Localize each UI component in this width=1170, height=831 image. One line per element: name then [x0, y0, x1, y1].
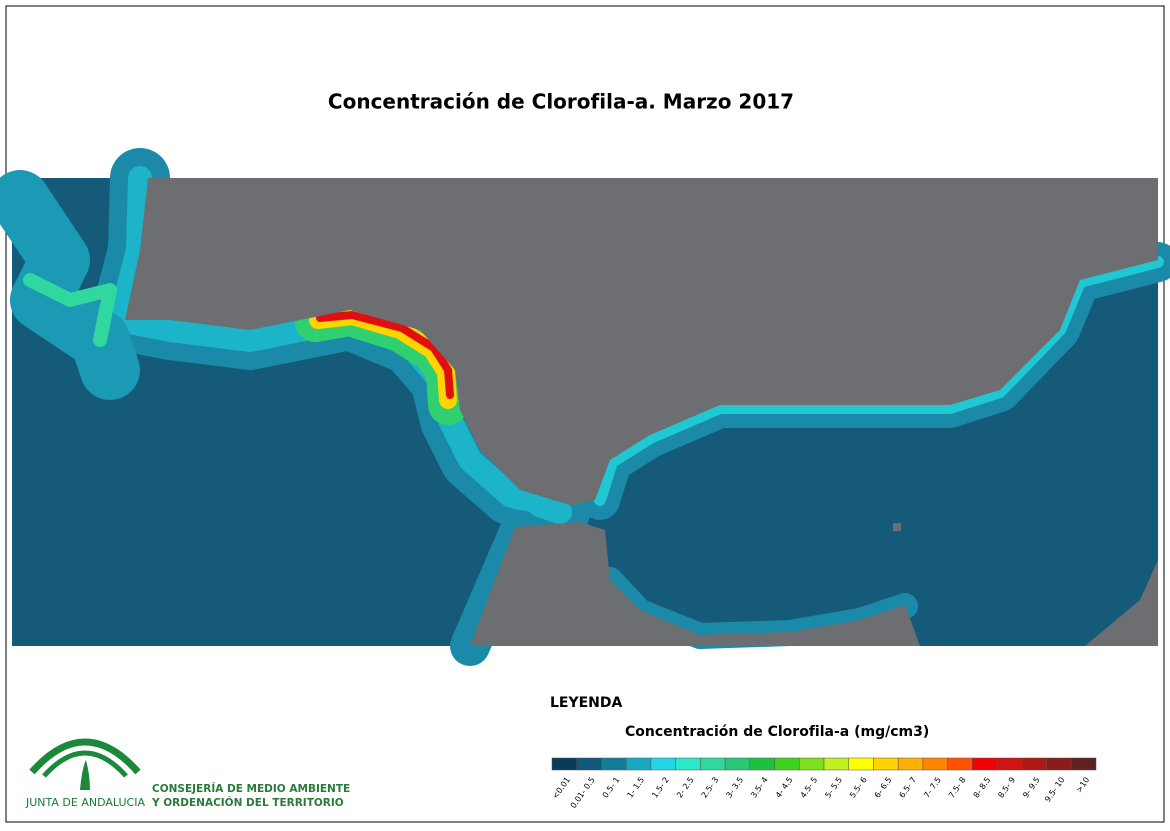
logo-arc: [42, 750, 128, 778]
legend-swatch: [1046, 757, 1072, 771]
legend-title: Concentración de Clorofila-a (mg/cm3): [625, 724, 929, 740]
legend-swatch: [650, 757, 676, 771]
legend-swatch: [774, 757, 800, 771]
legend-swatch: [749, 757, 775, 771]
band: [0, 170, 140, 400]
legend-swatch: [897, 757, 924, 771]
legend-heading: LEYENDA: [550, 695, 623, 711]
map-title: Concentración de Clorofila-a. Marzo 2017: [328, 90, 794, 114]
department-line: CONSEJERÍA DE MEDIO AMBIENTE: [152, 782, 350, 795]
legend-swatch: [996, 757, 1023, 771]
department-line: Y ORDENACIÓN DEL TERRITORIO: [151, 796, 344, 809]
land: [125, 178, 1158, 505]
legend-swatch: [1071, 757, 1097, 771]
map: [0, 148, 1170, 666]
legend-swatch: [823, 757, 849, 771]
legend-swatch: [848, 757, 874, 771]
legend-swatch: [873, 757, 899, 771]
band: [594, 256, 1164, 506]
island: [893, 523, 901, 531]
land: [470, 522, 920, 646]
legend-swatch: [799, 757, 825, 771]
legend-swatch: [947, 757, 973, 771]
logo-figure: [80, 760, 90, 790]
legend-swatch: [700, 757, 726, 771]
band: [23, 273, 117, 347]
logo-arc: [29, 738, 141, 775]
legend-swatch: [576, 757, 602, 771]
legend-swatch: [625, 757, 652, 771]
legend-swatch: [1021, 757, 1047, 771]
legend-swatch: [551, 757, 577, 771]
legend-swatch: [601, 757, 627, 771]
legend-swatch: [922, 757, 948, 771]
legend-swatch: [724, 757, 751, 771]
legend-swatch: [675, 757, 701, 771]
logo-name: JUNTA DE ANDALUCIA: [25, 796, 145, 809]
land: [1085, 560, 1158, 646]
logo: JUNTA DE ANDALUCIA CONSEJERÍA DE MEDIO A…: [25, 738, 350, 809]
legend-swatch: [972, 757, 998, 771]
bloom: [316, 311, 454, 399]
